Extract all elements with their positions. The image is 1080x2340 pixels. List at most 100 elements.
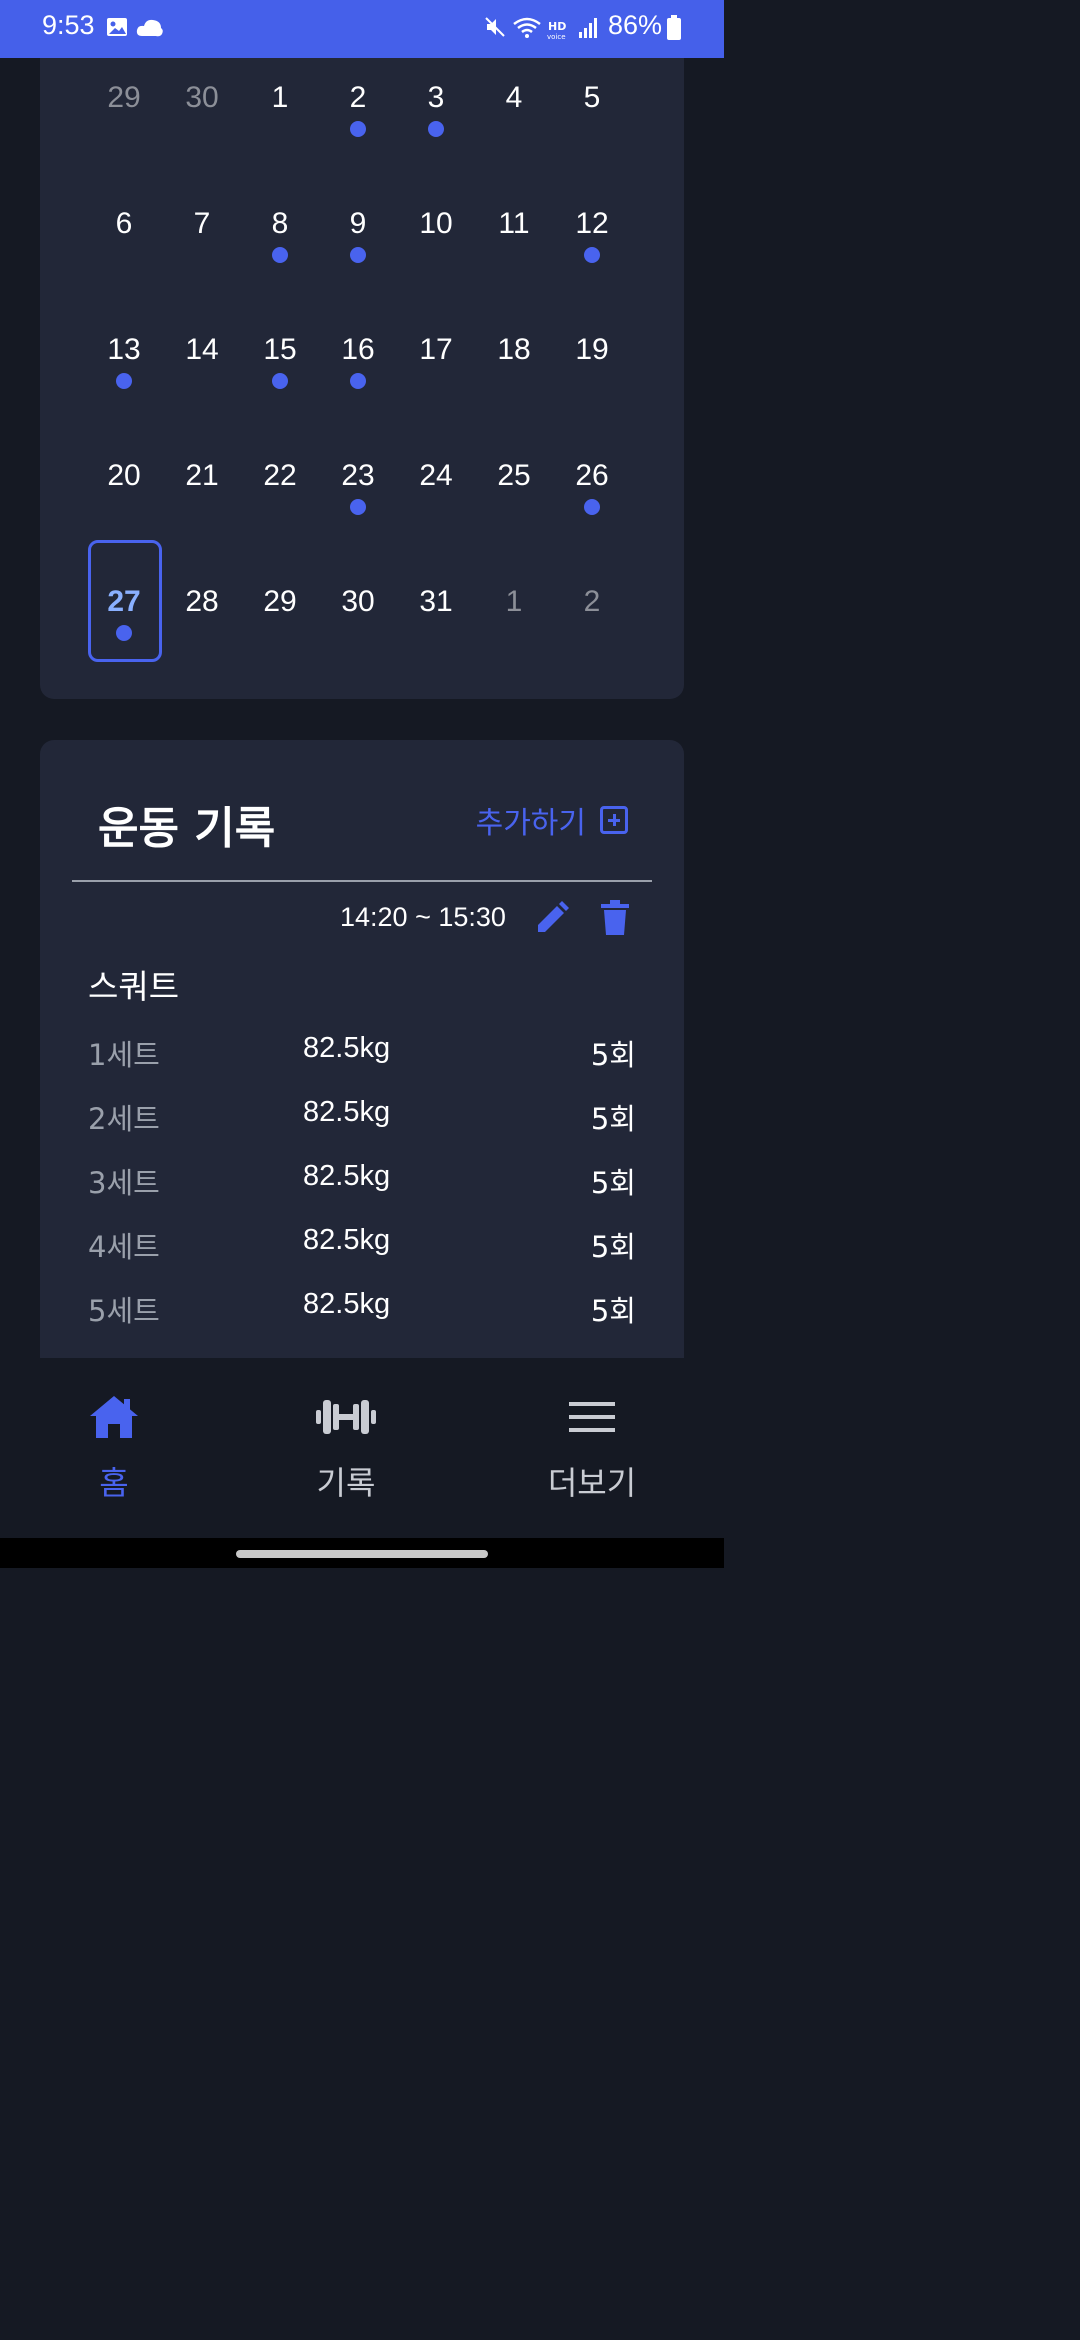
set-reps: 5회 bbox=[590, 1102, 636, 1136]
edit-icon[interactable] bbox=[534, 900, 570, 940]
calendar-day[interactable]: 6 bbox=[86, 184, 162, 310]
calendar-day-number: 30 bbox=[341, 585, 375, 618]
workout-indicator-dot bbox=[116, 373, 132, 389]
set-reps: 5회 bbox=[590, 1294, 636, 1328]
calendar-day[interactable]: 2 bbox=[554, 562, 630, 688]
workout-indicator-dot bbox=[272, 247, 288, 263]
workout-indicator-dot bbox=[350, 121, 366, 137]
calendar-day[interactable]: 8 bbox=[242, 184, 318, 310]
set-row: 3세트 82.5kg 5회 bbox=[88, 1160, 636, 1210]
calendar-day-number: 8 bbox=[271, 207, 289, 240]
section-title: 운동 기록 bbox=[98, 803, 276, 854]
calendar-day[interactable]: 31 bbox=[398, 562, 474, 688]
calendar-day-number: 17 bbox=[419, 333, 453, 366]
calendar-day[interactable]: 4 bbox=[476, 58, 552, 184]
calendar-day-number: 25 bbox=[497, 459, 531, 492]
home-icon bbox=[90, 1396, 138, 1438]
gesture-bar bbox=[0, 1538, 724, 1568]
calendar-day[interactable]: 28 bbox=[164, 562, 240, 688]
set-label: 3세트 bbox=[88, 1166, 160, 1200]
calendar-day[interactable]: 26 bbox=[554, 436, 630, 562]
calendar-day[interactable]: 11 bbox=[476, 184, 552, 310]
trash-icon[interactable] bbox=[600, 900, 630, 940]
calendar-day-number: 5 bbox=[583, 81, 601, 114]
calendar-day-number: 15 bbox=[263, 333, 297, 366]
svg-text:voice: voice bbox=[547, 33, 566, 40]
set-row: 2세트 82.5kg 5회 bbox=[88, 1096, 636, 1146]
mute-icon bbox=[484, 16, 506, 42]
calendar-day[interactable]: 1 bbox=[242, 58, 318, 184]
calendar-day-number: 11 bbox=[498, 207, 530, 240]
calendar-day[interactable]: 14 bbox=[164, 310, 240, 436]
set-weight: 82.5kg bbox=[303, 1032, 391, 1064]
calendar-day[interactable]: 1 bbox=[476, 562, 552, 688]
set-reps: 5회 bbox=[590, 1230, 636, 1264]
add-workout-button[interactable]: 추가하기 bbox=[475, 800, 628, 841]
calendar-day-number: 16 bbox=[341, 333, 375, 366]
exercise-name: 스쿼트 bbox=[88, 967, 180, 1006]
svg-text:HD: HD bbox=[548, 20, 566, 33]
calendar-day-number: 6 bbox=[115, 207, 133, 240]
calendar-day[interactable]: 30 bbox=[164, 58, 240, 184]
calendar-day[interactable]: 20 bbox=[86, 436, 162, 562]
nav-records[interactable]: 기록 bbox=[276, 1394, 416, 1504]
calendar-day[interactable]: 5 bbox=[554, 58, 630, 184]
calendar-day[interactable]: 30 bbox=[320, 562, 396, 688]
calendar-day-number: 2 bbox=[349, 81, 367, 114]
set-reps: 5회 bbox=[590, 1038, 636, 1072]
workout-indicator-dot bbox=[350, 373, 366, 389]
calendar-day[interactable]: 2 bbox=[320, 58, 396, 184]
nav-home-label: 홈 bbox=[99, 1464, 129, 1502]
add-workout-label: 추가하기 bbox=[475, 806, 586, 841]
calendar-day[interactable]: 17 bbox=[398, 310, 474, 436]
set-row: 1세트 82.5kg 5회 bbox=[88, 1032, 636, 1082]
calendar-day-number: 30 bbox=[185, 81, 219, 114]
dumbbell-icon bbox=[316, 1400, 376, 1434]
calendar-day-number: 28 bbox=[185, 585, 219, 618]
calendar-day[interactable]: 7 bbox=[164, 184, 240, 310]
calendar-day[interactable]: 16 bbox=[320, 310, 396, 436]
calendar-day[interactable]: 29 bbox=[86, 58, 162, 184]
calendar-day-number: 27 bbox=[107, 585, 141, 618]
plus-box-icon bbox=[600, 806, 628, 834]
selected-day-highlight bbox=[88, 540, 162, 662]
calendar-day-number: 3 bbox=[427, 81, 445, 114]
calendar-day[interactable]: 19 bbox=[554, 310, 630, 436]
set-weight: 82.5kg bbox=[303, 1096, 391, 1128]
hd-voice-icon: HD voice bbox=[547, 20, 573, 44]
calendar-day-number: 9 bbox=[349, 207, 367, 240]
set-label: 1세트 bbox=[88, 1038, 160, 1072]
calendar-day-number: 29 bbox=[107, 81, 141, 114]
calendar-day[interactable]: 3 bbox=[398, 58, 474, 184]
cloud-icon bbox=[136, 16, 164, 44]
calendar-day[interactable]: 22 bbox=[242, 436, 318, 562]
workout-indicator-dot bbox=[350, 499, 366, 515]
calendar-day[interactable]: 12 bbox=[554, 184, 630, 310]
calendar-day[interactable]: 21 bbox=[164, 436, 240, 562]
calendar-day[interactable]: 29 bbox=[242, 562, 318, 688]
calendar-day[interactable]: 27 bbox=[86, 562, 162, 688]
nav-home[interactable]: 홈 bbox=[44, 1394, 184, 1504]
calendar-day[interactable]: 10 bbox=[398, 184, 474, 310]
set-label: 2세트 bbox=[88, 1102, 160, 1136]
calendar-day-number: 2 bbox=[583, 585, 601, 618]
calendar-day[interactable]: 13 bbox=[86, 310, 162, 436]
home-indicator[interactable] bbox=[236, 1550, 488, 1558]
nav-more[interactable]: 더보기 bbox=[522, 1394, 662, 1504]
menu-icon bbox=[569, 1402, 615, 1432]
calendar-day[interactable]: 25 bbox=[476, 436, 552, 562]
calendar-day[interactable]: 9 bbox=[320, 184, 396, 310]
nav-more-label: 더보기 bbox=[547, 1464, 637, 1502]
calendar-day-number: 29 bbox=[263, 585, 297, 618]
calendar-day[interactable]: 18 bbox=[476, 310, 552, 436]
battery-icon bbox=[666, 14, 682, 46]
calendar-day-number: 31 bbox=[419, 585, 453, 618]
gallery-icon bbox=[106, 16, 128, 42]
calendar-day[interactable]: 15 bbox=[242, 310, 318, 436]
calendar-day-number: 14 bbox=[185, 333, 219, 366]
calendar-day[interactable]: 24 bbox=[398, 436, 474, 562]
calendar-day[interactable]: 23 bbox=[320, 436, 396, 562]
workout-indicator-dot bbox=[584, 499, 600, 515]
status-bar: 9:53 HD voice 86% bbox=[0, 0, 724, 58]
set-weight: 82.5kg bbox=[303, 1288, 391, 1320]
